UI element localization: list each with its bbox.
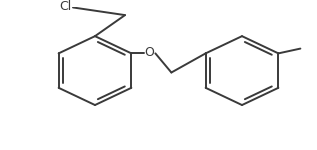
Text: O: O	[145, 46, 154, 59]
Text: Cl: Cl	[59, 0, 71, 13]
